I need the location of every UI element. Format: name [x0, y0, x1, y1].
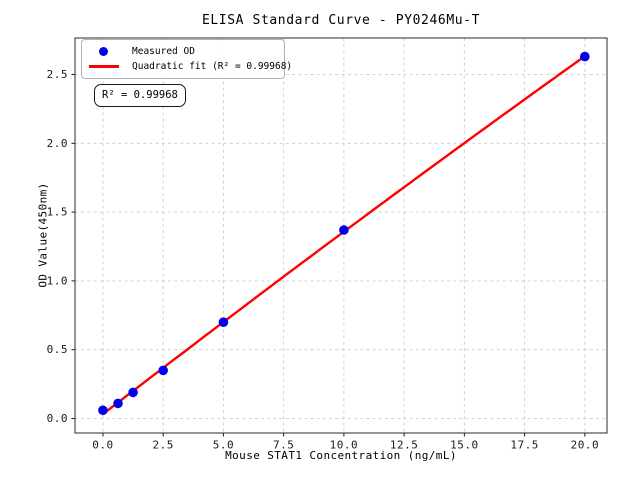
x-tick-label: 2.5	[152, 439, 173, 452]
x-tick-label: 15.0	[450, 439, 479, 452]
legend-label-measured-od: Measured OD	[132, 46, 195, 57]
data-point	[580, 51, 590, 62]
legend-item-quadratic-fit: Quadratic fit (R² = 0.99968)	[88, 61, 292, 72]
data-point	[218, 317, 229, 328]
x-tick-label: 20.0	[571, 439, 600, 452]
y-tick-label: 0.5	[47, 343, 68, 356]
legend-marker-wrap	[88, 47, 132, 56]
plot-frame	[74, 37, 608, 434]
legend-marker-line	[89, 65, 119, 68]
data-point	[113, 398, 123, 409]
y-tick-label: 2.5	[47, 68, 68, 81]
data-point	[158, 365, 168, 376]
y-axis-label: OD Value(450nm)	[36, 182, 50, 288]
y-tick-label: 2.0	[47, 137, 68, 150]
chart-title: ELISA Standard Curve - PY0246Mu-T	[201, 13, 481, 28]
legend-label-quadratic-fit: Quadratic fit (R² = 0.99968)	[132, 61, 293, 72]
x-tick-label: 5.0	[213, 439, 234, 452]
y-tick-label: 1.5	[47, 206, 68, 219]
y-tick-label: 1.0	[47, 274, 68, 287]
x-tick-label: 17.5	[510, 439, 539, 452]
data-point	[128, 387, 138, 398]
data-point	[339, 225, 349, 235]
x-tick-label: 7.5	[273, 439, 294, 452]
r-squared-annotation: R² = 0.99968	[94, 84, 186, 107]
legend-marker-wrap	[88, 65, 132, 68]
legend-marker-dot	[99, 47, 108, 56]
x-tick-label: 0.0	[92, 439, 113, 452]
x-axis-label: Mouse STAT1 Concentration (ng/mL)	[225, 449, 457, 462]
x-tick-label: 10.0	[330, 439, 359, 452]
data-point	[98, 405, 108, 416]
x-tick-label: 12.5	[390, 439, 419, 452]
legend-item-measured-od: Measured OD	[88, 46, 278, 57]
legend: Measured OD Quadratic fit (R² = 0.99968)	[81, 39, 292, 79]
y-tick-label: 0.0	[47, 412, 68, 425]
